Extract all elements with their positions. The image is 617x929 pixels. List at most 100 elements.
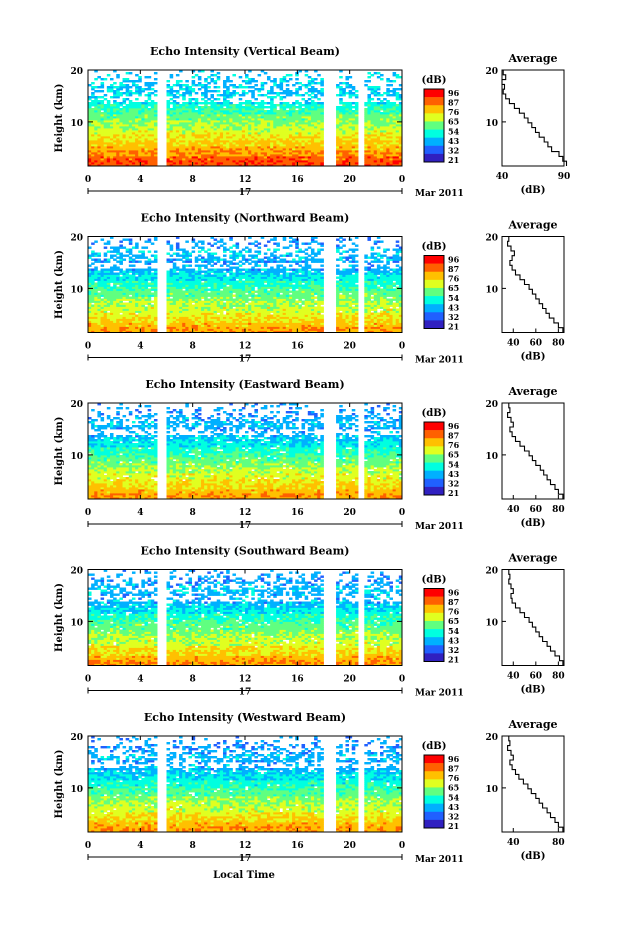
heat-cell [135,148,139,151]
heat-cell [100,114,105,117]
heat-cell [175,140,180,143]
heat-cell [88,134,92,137]
heat-cell [135,162,139,165]
heat-cell [144,124,149,127]
heat-cell [301,94,306,97]
heat-cell [354,102,359,105]
heat-cell [179,84,183,87]
heat-cell [135,90,139,93]
heat-cell [376,76,381,79]
heat-cell [342,82,346,85]
heat-cell [138,144,142,147]
heat-cell [128,264,133,267]
heat-cell [94,114,98,117]
heat-cell [91,88,95,91]
heat-cell [147,150,152,153]
heat-cell [131,154,136,157]
heat-cell [235,86,240,89]
heat-cell [188,134,193,137]
heat-cell [100,86,105,89]
heat-cell [122,152,127,155]
heat-cell [348,90,353,93]
heat-cell [125,94,130,97]
heat-cell [138,106,142,109]
heat-cell [197,154,202,157]
heat-cell [285,110,290,113]
heat-cell [364,102,368,105]
heat-cell [188,132,193,135]
heat-cell [166,140,171,143]
heat-cell [88,138,92,141]
heat-cell [147,162,152,165]
heat-cell [175,118,180,121]
heat-cell [144,146,149,149]
heat-cell [169,98,174,101]
heat-cell [122,122,127,125]
heat-cell [185,250,189,253]
heat-cell [194,112,199,115]
heat-cell [147,114,152,117]
heat-cell [141,158,145,161]
heat-cell [207,82,211,85]
heat-cell [201,274,205,277]
heat-cell [179,136,183,139]
heat-cell [276,84,280,87]
heat-cell [119,112,123,115]
heat-cell [109,112,114,115]
heat-cell [185,130,189,133]
heat-cell [147,108,152,111]
x-tick-label: 8 [190,175,196,185]
heat-cell [235,92,240,95]
heat-cell [188,100,193,103]
heat-cell [188,116,193,119]
heat-cell [109,250,114,253]
heat-cell [201,164,205,167]
heat-cell [351,92,356,95]
heat-cell [153,112,158,115]
heat-cell [128,92,133,95]
heat-cell [113,264,117,267]
heat-cell [276,110,280,113]
heat-cell [97,150,101,153]
heat-cell [144,158,149,161]
heat-cell [113,160,117,163]
heat-cell [91,148,95,151]
heat-cell [182,162,186,165]
heat-cell [116,94,120,97]
heat-cell [179,80,183,83]
heat-cell [197,164,202,167]
heat-cell [109,124,114,127]
heat-cell [135,142,139,145]
heat-cell [128,130,133,133]
heat-cell [94,130,98,133]
heat-cell [204,136,208,139]
heat-cell [166,152,171,155]
heat-cell [182,122,186,125]
heat-cell [169,162,174,165]
heat-cell [125,150,130,153]
heat-cell [100,144,105,147]
heat-cell [172,122,177,125]
heat-cell [125,120,130,123]
heat-cell [88,132,92,135]
heat-cell [94,156,98,159]
heat-cell [109,78,114,81]
heat-cell [88,106,92,109]
heat-cell [138,92,142,95]
heat-cell [204,250,208,253]
heat-cell [210,274,214,277]
heat-cell [147,288,152,291]
heat-cell [373,86,378,89]
heat-cell [166,124,171,127]
heat-cell [172,138,177,141]
heat-cell [131,162,136,165]
heat-cell [191,128,196,131]
heat-cell [204,130,208,133]
heat-cell [169,76,174,79]
colorbar-tick-label: 32 [448,145,459,155]
heat-cell [141,124,145,127]
heat-cell [166,122,171,125]
heat-cell [238,84,243,87]
heat-cell [153,162,158,165]
